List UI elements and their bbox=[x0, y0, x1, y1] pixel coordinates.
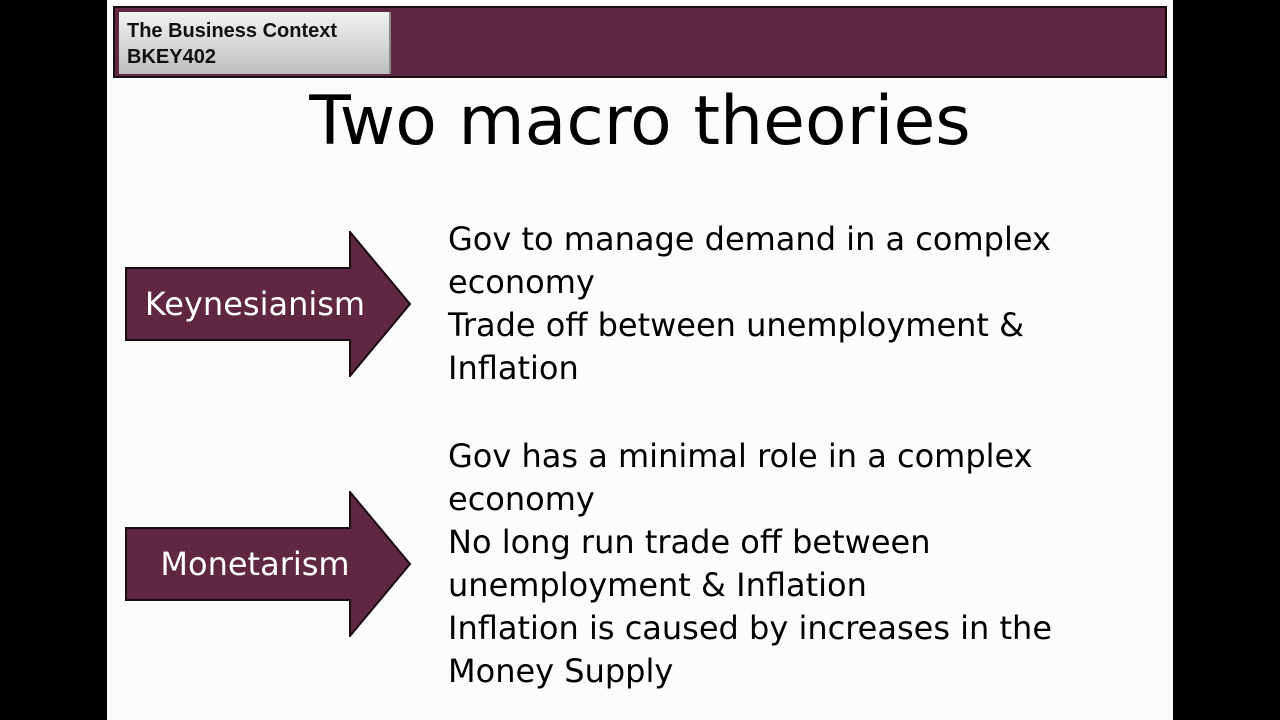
description-line: Inflation is caused by increases in the bbox=[448, 609, 1053, 647]
slide: The Business Context BKEY402 Two macro t… bbox=[107, 0, 1173, 720]
right-arrow-icon bbox=[125, 491, 412, 637]
description-line: Inflation bbox=[448, 349, 579, 387]
monetarism-description: Gov has a minimal role in a complex econ… bbox=[448, 435, 1052, 693]
description-line: Trade off between unemployment & bbox=[448, 306, 1025, 344]
keynesianism-description: Gov to manage demand in a complex econom… bbox=[448, 218, 1051, 390]
description-line: unemployment & Inflation bbox=[448, 566, 867, 604]
description-line: Gov has a minimal role in a complex bbox=[448, 437, 1033, 475]
course-code: BKEY402 bbox=[127, 46, 216, 68]
monetarism-label: Monetarism bbox=[160, 545, 350, 583]
description-line: Money Supply bbox=[448, 652, 674, 690]
course-title: The Business Context bbox=[127, 20, 338, 42]
description-line: Gov to manage demand in a complex bbox=[448, 220, 1051, 258]
description-line: No long run trade off between bbox=[448, 523, 931, 561]
header-bar: The Business Context BKEY402 bbox=[113, 6, 1167, 78]
monetarism-arrow: Monetarism bbox=[125, 491, 415, 637]
right-arrow-icon bbox=[125, 231, 412, 377]
course-info-box: The Business Context BKEY402 bbox=[119, 12, 391, 74]
keynesianism-arrow: Keynesianism bbox=[125, 231, 415, 377]
slide-title: Two macro theories bbox=[309, 82, 971, 161]
description-line: economy bbox=[448, 480, 595, 518]
description-line: economy bbox=[448, 263, 595, 301]
keynesianism-label: Keynesianism bbox=[144, 285, 366, 323]
